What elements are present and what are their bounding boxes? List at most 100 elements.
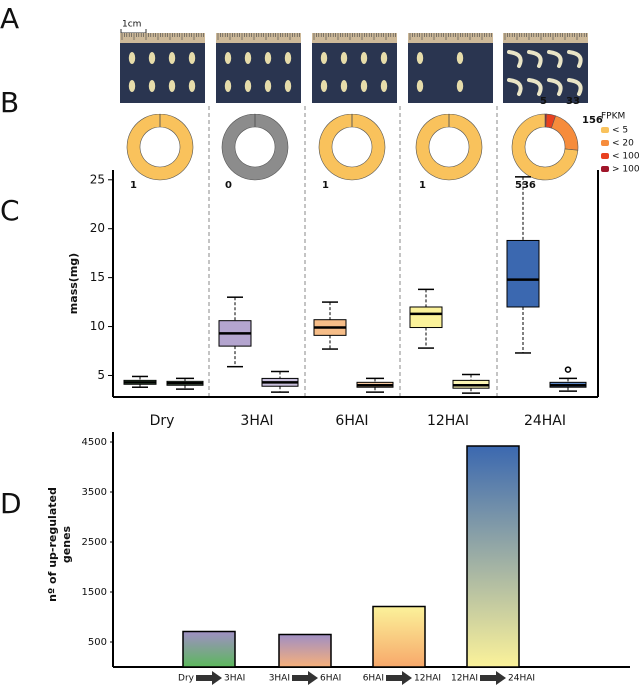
- legend-label: < 5: [612, 126, 628, 136]
- x-tick-label: 3HAI: [224, 674, 245, 684]
- panel-label: A: [0, 2, 19, 35]
- donut-label: 33: [566, 96, 580, 107]
- seed: [224, 80, 232, 92]
- ruler: [408, 33, 493, 43]
- seed: [456, 80, 464, 92]
- ruler: [216, 33, 301, 43]
- panel-label: D: [0, 487, 22, 520]
- seed: [188, 52, 196, 64]
- legend-label: < 20: [612, 139, 634, 149]
- seed: [264, 52, 272, 64]
- donut-label: 1: [322, 180, 329, 191]
- outlier: [564, 366, 572, 373]
- donut-slice: [551, 115, 579, 151]
- donut-label: 536: [515, 180, 536, 191]
- seedling: [547, 50, 563, 68]
- donut-label: 1: [130, 180, 137, 191]
- legend-swatch: [601, 140, 609, 146]
- legend-swatch: [601, 153, 609, 159]
- seed: [416, 80, 424, 92]
- donut-slice: [318, 113, 386, 181]
- seed: [360, 52, 368, 64]
- bar: [278, 633, 332, 668]
- photo: [408, 43, 493, 103]
- seedling: [527, 78, 543, 96]
- scale-label: 1cm: [122, 20, 141, 30]
- seed: [148, 80, 156, 92]
- seed: [284, 52, 292, 64]
- y-axis-label: nº of up-regulated: [46, 487, 59, 602]
- panel-label: B: [0, 86, 19, 119]
- separators: [208, 106, 498, 398]
- seed: [168, 52, 176, 64]
- legend-label: < 100: [612, 152, 640, 162]
- seed: [340, 80, 348, 92]
- x-tick-label: 6HAI: [363, 674, 384, 684]
- seed: [380, 52, 388, 64]
- photo: [216, 43, 301, 103]
- seed: [128, 52, 136, 64]
- x-tick-label: 12HAI: [427, 413, 469, 429]
- y-tick-label: 20: [90, 221, 105, 235]
- seed: [128, 80, 136, 92]
- legend-swatch: [601, 127, 609, 133]
- x-tick-label: 6HAI: [335, 413, 368, 429]
- donut-label: 0: [225, 180, 232, 191]
- seed: [168, 80, 176, 92]
- bar: [372, 605, 426, 668]
- y-tick-label: 500: [88, 637, 107, 648]
- donut-label: 1: [419, 180, 426, 191]
- seed: [320, 80, 328, 92]
- x-tick-label: 6HAI: [320, 674, 341, 684]
- y-tick-label: 1500: [82, 587, 107, 598]
- seed: [360, 80, 368, 92]
- donut-label: 156: [582, 115, 603, 126]
- arrow: [386, 671, 412, 685]
- seed: [264, 80, 272, 92]
- ruler: [503, 33, 588, 43]
- seed: [416, 52, 424, 64]
- seedling: [567, 78, 583, 96]
- donut-slice: [511, 113, 579, 181]
- seed: [148, 52, 156, 64]
- seedling: [507, 78, 523, 96]
- seed: [224, 52, 232, 64]
- legend-swatch: [601, 166, 609, 172]
- photo: [120, 43, 205, 103]
- legend-label: > 100: [612, 165, 640, 175]
- ruler: [312, 33, 397, 43]
- seed: [284, 80, 292, 92]
- seed: [244, 80, 252, 92]
- x-tick-label: 24HAI: [524, 413, 566, 429]
- x-tick-label: 24HAI: [508, 674, 535, 684]
- seedling: [547, 78, 563, 96]
- bar: [466, 445, 520, 668]
- y-tick-label: 25: [90, 172, 105, 186]
- seed: [188, 80, 196, 92]
- x-tick-label: 12HAI: [451, 674, 478, 684]
- arrow: [196, 671, 222, 685]
- arrow: [292, 671, 318, 685]
- seed: [456, 52, 464, 64]
- seedling: [567, 50, 583, 68]
- donut-label: 5: [540, 96, 547, 107]
- y-tick-label: 5: [97, 368, 105, 382]
- y-tick-label: 3500: [82, 487, 107, 498]
- y-axis-label: mass(mg): [67, 253, 80, 314]
- seed: [340, 52, 348, 64]
- seed: [244, 52, 252, 64]
- x-tick-label: 3HAI: [240, 413, 273, 429]
- photos: [120, 33, 588, 103]
- arrow: [480, 671, 506, 685]
- x-tick-label: Dry: [150, 413, 175, 429]
- y-tick-label: 4500: [82, 437, 107, 448]
- panel-label: C: [0, 194, 20, 227]
- box: [409, 306, 443, 329]
- legend-title: FPKM: [601, 112, 625, 122]
- x-tick-label: 12HAI: [414, 674, 441, 684]
- photo: [312, 43, 397, 103]
- ruler: [120, 33, 205, 43]
- box: [506, 239, 540, 308]
- seedling: [507, 50, 523, 68]
